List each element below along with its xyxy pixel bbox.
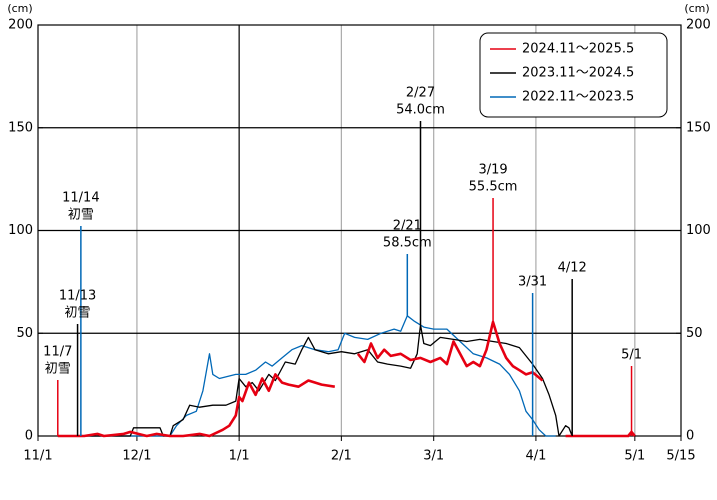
x-tick-label: 11/1 [23, 449, 52, 464]
legend-label: 2023.11～2024.5 [522, 66, 634, 81]
y-tick-label: 50 [16, 326, 33, 341]
x-tick-label: 5/1 [624, 449, 645, 464]
annotation-text: 11/13 [59, 289, 96, 304]
annotation-text: 54.0cm [396, 103, 445, 118]
annotation-text: 3/19 [478, 163, 507, 178]
y2-tick-label: 50 [686, 326, 703, 341]
x-tick-label: 5/15 [666, 449, 695, 464]
series-line [57, 320, 636, 438]
y2-tick-label: 150 [686, 120, 711, 135]
annotation-text: 5/1 [621, 348, 642, 363]
x-tick-label: 2/1 [331, 449, 352, 464]
x-tick-label: 1/1 [229, 449, 250, 464]
annotation-text: 4/12 [558, 261, 587, 276]
annotation-text: 初雪 [65, 306, 91, 321]
y-tick-label: 0 [25, 429, 33, 444]
series-line [80, 315, 556, 437]
annotation-text: 55.5cm [469, 180, 518, 195]
annotation-text: 初雪 [68, 208, 94, 223]
annotation-text: 初雪 [45, 362, 71, 377]
annotation-text: 2/27 [406, 86, 435, 101]
annotation-text: 11/14 [62, 191, 99, 206]
legend-label: 2022.11～2023.5 [522, 90, 634, 105]
legend-label: 2024.11～2025.5 [522, 42, 634, 57]
y-tick-label: 200 [8, 18, 33, 33]
annotation-text: 11/7 [43, 345, 72, 360]
annotation-text: 58.5cm [383, 236, 432, 251]
legend-box [479, 32, 668, 118]
y-tick-label: 100 [8, 223, 33, 238]
plot-frame [37, 24, 682, 437]
y2-unit: (cm) [684, 2, 709, 15]
y2-tick-label: 0 [686, 429, 694, 444]
annotation-text: 2/21 [393, 219, 422, 234]
y-unit: (cm) [7, 2, 32, 15]
x-tick-label: 3/1 [423, 449, 444, 464]
y-tick-label: 150 [8, 120, 33, 135]
y2-tick-label: 200 [686, 18, 711, 33]
x-tick-label: 4/1 [525, 449, 546, 464]
series-line [77, 324, 583, 437]
annotation-text: 3/31 [518, 275, 547, 290]
x-tick-label: 12/1 [122, 449, 151, 464]
y2-tick-label: 100 [686, 223, 711, 238]
